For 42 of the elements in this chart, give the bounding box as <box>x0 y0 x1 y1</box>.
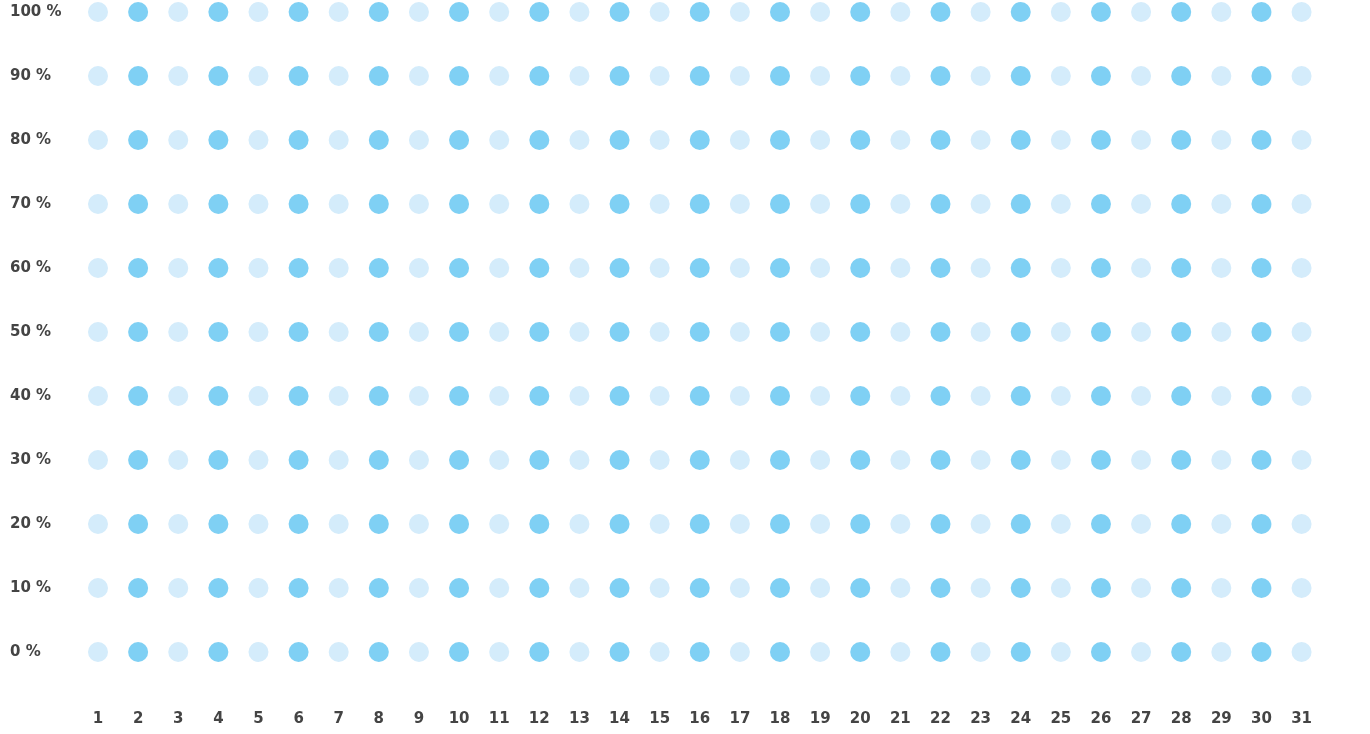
x-tick-label: 28 <box>1170 708 1192 727</box>
x-tick-label: 4 <box>213 708 224 727</box>
x-tick-label: 24 <box>1010 708 1032 727</box>
y-tick-label: 60 % <box>10 257 52 276</box>
y-tick-label: 20 % <box>10 513 52 532</box>
x-tick-label: 7 <box>333 708 344 727</box>
x-tick-label: 27 <box>1130 708 1152 727</box>
x-tick-label: 1 <box>92 708 104 727</box>
x-tick-label: 16 <box>689 708 711 727</box>
x-tick-label: 25 <box>1050 708 1072 727</box>
y-tick-label: 0 % <box>10 641 41 660</box>
x-tick-label: 29 <box>1210 708 1232 727</box>
y-tick-label: 80 % <box>10 129 52 148</box>
y-tick-label: 90 % <box>10 65 52 84</box>
x-tick-label: 15 <box>649 708 671 727</box>
x-tick-label: 11 <box>488 708 510 727</box>
x-tick-label: 22 <box>930 708 951 727</box>
x-tick-label: 21 <box>889 708 911 727</box>
y-tick-label: 40 % <box>10 385 52 404</box>
x-tick-label: 5 <box>253 708 264 727</box>
x-tick-label: 3 <box>173 708 184 727</box>
x-tick-label: 12 <box>528 708 550 727</box>
x-tick-label: 2 <box>132 708 144 727</box>
x-tick-label: 10 <box>448 708 470 727</box>
x-tick-label: 23 <box>970 708 992 727</box>
y-tick-label: 10 % <box>10 577 52 596</box>
x-tick-label: 18 <box>769 708 791 727</box>
x-tick-label: 14 <box>609 708 630 727</box>
x-tick-label: 19 <box>809 708 831 727</box>
y-tick-label: 100 % <box>10 1 62 20</box>
x-tick-label: 30 <box>1251 708 1272 727</box>
y-tick-label: 30 % <box>10 449 52 468</box>
x-tick-label: 6 <box>293 708 304 727</box>
x-tick-label: 13 <box>568 708 590 727</box>
x-tick-label: 31 <box>1291 708 1312 727</box>
y-tick-label: 50 % <box>10 321 52 340</box>
x-tick-label: 26 <box>1090 708 1112 727</box>
x-tick-label: 8 <box>373 708 385 727</box>
x-tick-label: 20 <box>849 708 871 727</box>
x-tick-label: 9 <box>413 708 425 727</box>
x-tick-label: 17 <box>729 708 751 727</box>
y-tick-label: 70 % <box>10 193 52 212</box>
